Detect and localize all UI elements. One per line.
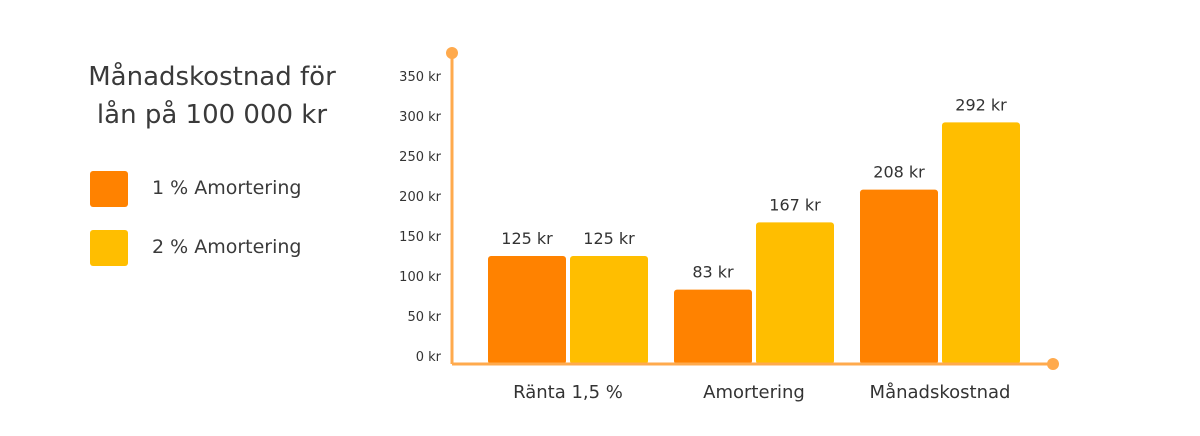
bar <box>942 122 1020 365</box>
bar <box>756 222 834 364</box>
data-label: 292 kr <box>955 95 1007 114</box>
bar <box>570 256 648 364</box>
y-tick-label: 100 kr <box>399 270 441 285</box>
x-category-label: Amortering <box>703 382 805 403</box>
legend-swatch-yellow <box>90 230 128 266</box>
chart-title-line-2: lån på 100 000 kr <box>96 100 328 130</box>
y-tick-label: 350 kr <box>399 70 441 85</box>
y-tick-label: 300 kr <box>399 110 441 125</box>
data-label: 125 kr <box>583 229 635 248</box>
legend-label: 2 % Amortering <box>152 236 302 258</box>
bar <box>860 189 938 364</box>
y-tick-label: 50 kr <box>407 310 441 325</box>
y-tick-label: 200 kr <box>399 190 441 205</box>
x-category-label: Ränta 1,5 % <box>513 382 623 403</box>
chart-title-line-1: Månadskostnad för <box>88 62 336 92</box>
data-label: 167 kr <box>769 195 821 214</box>
data-label: 125 kr <box>501 229 553 248</box>
bar <box>674 289 752 364</box>
legend-swatch-orange <box>90 171 128 207</box>
data-label: 208 kr <box>873 163 925 182</box>
y-axis-end-dot <box>446 47 458 59</box>
data-label: 83 kr <box>692 263 734 282</box>
bar <box>488 256 566 364</box>
legend-label: 1 % Amortering <box>152 177 302 199</box>
chart-title: Månadskostnad för lån på 100 000 kr <box>62 58 362 134</box>
y-tick-label: 250 kr <box>399 150 441 165</box>
y-tick-label: 150 kr <box>399 230 441 245</box>
x-category-label: Månadskostnad <box>870 382 1011 403</box>
x-axis-end-dot <box>1047 358 1059 370</box>
y-tick-label: 0 kr <box>416 350 442 365</box>
